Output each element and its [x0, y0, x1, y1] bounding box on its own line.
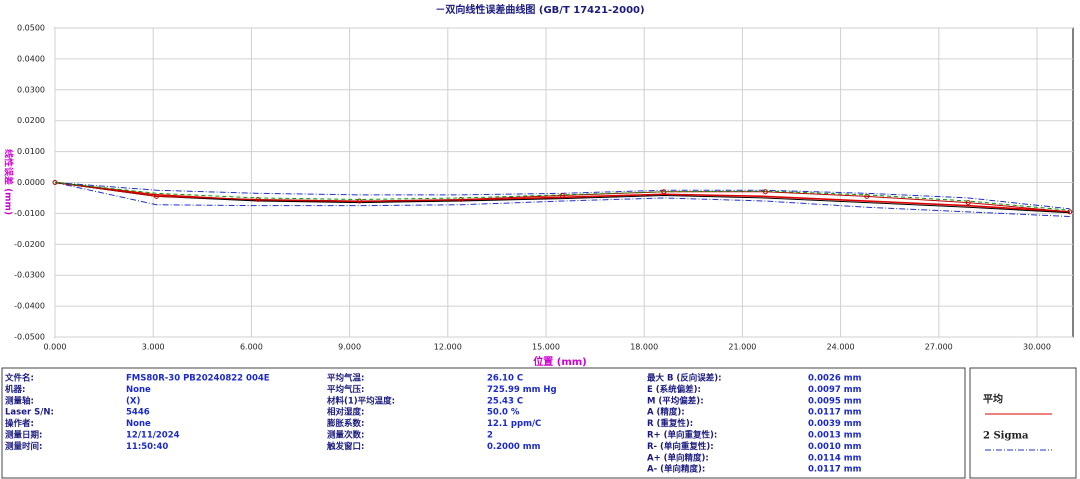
data-point: [559, 192, 565, 198]
y-tick-label: -0.0400: [14, 302, 45, 311]
y-tick-label: -0.0100: [14, 209, 45, 218]
info-label: 操作者:: [5, 418, 34, 429]
info-value: None: [126, 385, 151, 395]
info-value: 0.0026 mm: [808, 374, 862, 384]
info-label: 测量次数:: [327, 430, 364, 441]
y-tick-label: -0.0500: [14, 333, 45, 342]
series-line: [54, 182, 1070, 217]
info-label: 机器:: [5, 384, 25, 395]
info-value: 11:50:40: [126, 442, 168, 452]
info-value: None: [126, 419, 151, 429]
legend-label: 2 Sigma: [983, 431, 1029, 442]
info-value: 0.0010 mm: [808, 442, 862, 452]
y-tick-label: 0.0500: [17, 24, 45, 33]
info-value: 725.99 mm Hg: [487, 385, 557, 395]
info-value: 5446: [126, 408, 150, 418]
info-label: 最大 B (反向误差):: [647, 373, 722, 384]
info-panel: [1, 367, 966, 479]
info-label: A- (单向精度):: [647, 464, 705, 475]
info-value: 26.10 C: [487, 374, 523, 384]
info-value: 0.0095 mm: [808, 396, 862, 406]
info-value: 0.2000 mm: [487, 442, 541, 452]
info-value: 0.0097 mm: [808, 385, 862, 395]
info-value: 25.43 C: [487, 396, 523, 406]
info-value: 2: [487, 431, 493, 441]
series-line: [54, 182, 1070, 214]
info-label: 平均气温:: [327, 373, 364, 384]
info-label: Laser S/N:: [5, 408, 54, 418]
info-label: A+ (单向精度):: [647, 452, 709, 463]
info-label: R- (单向重复性):: [647, 441, 714, 452]
info-label: M (平均偏差):: [647, 395, 704, 406]
info-value: 12.1 ppm/C: [487, 419, 541, 429]
info-label: 膨胀系数:: [326, 418, 364, 429]
data-point: [965, 200, 971, 206]
info-value: (X): [126, 396, 140, 406]
y-tick-label: 0.0300: [17, 85, 45, 94]
x-tick-label: 30.000: [1023, 343, 1051, 352]
series-line: [54, 182, 1070, 213]
x-tick-label: 24.000: [827, 343, 855, 352]
x-tick-label: 6.000: [240, 343, 263, 352]
info-value: 50.0 %: [487, 408, 520, 418]
chart-title: －双向线性误差曲线图 (GB/T 17421-2000): [435, 3, 644, 16]
info-value: 0.0117 mm: [808, 465, 862, 475]
y-tick-label: 0.0400: [17, 54, 45, 63]
info-value: 0.0117 mm: [808, 408, 862, 418]
x-tick-label: 27.000: [925, 343, 953, 352]
series-line: [54, 182, 1070, 211]
info-value: 12/11/2024: [126, 431, 180, 441]
y-tick-label: -0.0300: [14, 271, 45, 280]
info-value: FMS80R-30 PB20240822 004E: [126, 374, 270, 384]
info-value: 0.0013 mm: [808, 431, 862, 441]
info-label: 材料(1)平均温度:: [326, 395, 395, 406]
info-label: 相对湿度:: [327, 407, 364, 418]
x-tick-label: 12.000: [434, 343, 462, 352]
x-tick-label: 15.000: [532, 343, 560, 352]
info-label: 测量轴:: [5, 395, 34, 406]
x-tick-label: 0.000: [44, 343, 67, 352]
info-label: R (重复性):: [647, 418, 693, 429]
x-tick-label: 21.000: [728, 343, 756, 352]
info-label: E (系统偏差):: [647, 384, 701, 395]
info-label: 测量时间:: [5, 441, 42, 452]
info-value: 0.0114 mm: [808, 453, 862, 463]
info-label: 平均气压:: [327, 384, 364, 395]
legend-label: 平均: [983, 393, 1003, 406]
data-point: [762, 189, 768, 195]
y-tick-label: 0.0000: [17, 178, 45, 187]
info-label: 文件名:: [5, 373, 34, 384]
info-label: A (精度):: [647, 407, 685, 418]
y-tick-label: -0.0200: [14, 240, 45, 249]
data-point: [153, 193, 159, 199]
info-label: 触发窗口:: [326, 441, 364, 452]
y-tick-label: 0.0100: [17, 147, 45, 156]
x-axis-title: 位置 (mm): [533, 355, 586, 368]
y-axis-title: 线性误差 (mm): [3, 149, 15, 215]
info-label: R+ (单向重复性):: [647, 430, 717, 441]
info-value: 0.0039 mm: [808, 419, 862, 429]
y-tick-label: 0.0200: [17, 116, 45, 125]
info-label: 测量日期:: [5, 430, 42, 441]
x-tick-label: 9.000: [338, 343, 361, 352]
data-point: [356, 198, 362, 204]
x-tick-label: 3.000: [142, 343, 165, 352]
legend-box: [969, 367, 1077, 479]
x-tick-label: 18.000: [630, 343, 658, 352]
